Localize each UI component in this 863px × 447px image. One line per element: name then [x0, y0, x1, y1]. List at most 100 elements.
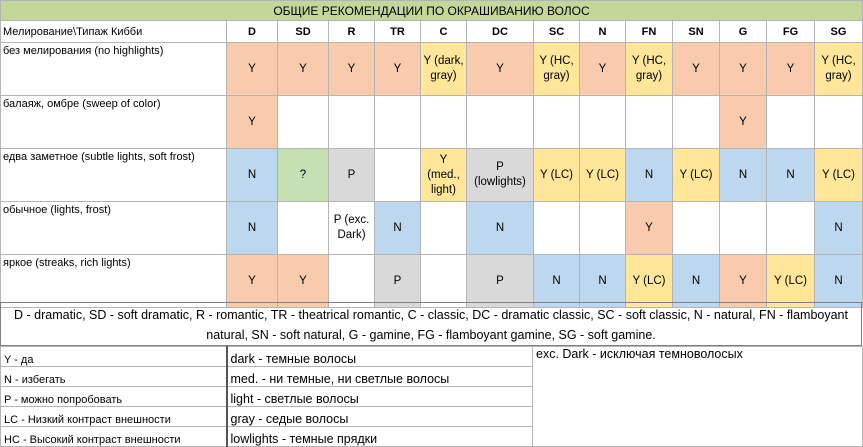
row-label: едва заметное (subtle lights, soft frost…: [0, 148, 227, 202]
table-cell: Y (LC): [625, 254, 673, 308]
table-cell: N: [625, 148, 673, 202]
legend-table: Y - да dark - темные волосы exc. Dark - …: [0, 346, 863, 447]
table-cell: [579, 95, 626, 149]
table-body: без мелирования (no highlights) Y Y Y Y Y (da…: [0, 42, 863, 308]
table-cell: Y (LC): [533, 148, 580, 202]
table-cell: N: [579, 254, 626, 308]
table-cell: Y (HC, gray): [625, 42, 673, 96]
table-cell: Y (LC): [814, 148, 863, 202]
table-cell: Y: [719, 42, 767, 96]
table-cell: [328, 95, 375, 149]
legend-term: dark - темные волосы: [225, 346, 533, 367]
table-cell: P (exc. Dark): [328, 201, 375, 255]
table-cell: [328, 254, 375, 308]
table-cell: [277, 95, 329, 149]
table-cell: Y: [226, 42, 278, 96]
table-cell: Y (dark, gray): [420, 42, 467, 96]
recommendation-table: ОБЩИЕ РЕКОМЕНДАЦИИ ПО ОКРАШИВАНИЮ ВОЛОС …: [0, 0, 863, 308]
legend-code: P - можно попробовать: [0, 386, 227, 407]
table-cell: Y (med., light): [420, 148, 467, 202]
column-header-dc: DC: [466, 20, 534, 43]
table-cell: Y: [277, 42, 329, 96]
table-cell: [672, 201, 720, 255]
table-cell: Y: [625, 201, 673, 255]
column-header-sd: SD: [277, 20, 329, 43]
table-cell: Y: [766, 42, 815, 96]
table-cell: N: [766, 148, 815, 202]
table-cell: [374, 148, 421, 202]
table-row: едва заметное (subtle lights, soft frost…: [0, 148, 863, 202]
table-cell: Y: [226, 95, 278, 149]
column-header-sc: SC: [533, 20, 580, 43]
corner-header: Мелирование\Типаж Кибби: [0, 20, 227, 43]
table-cell: Y: [719, 95, 767, 149]
table-cell: [766, 201, 815, 255]
table-cell: P: [328, 148, 375, 202]
table-cell: [533, 95, 580, 149]
table-cell: N: [374, 201, 421, 255]
table-row: без мелирования (no highlights) Y Y Y Y Y (da…: [0, 42, 863, 96]
column-header-d: D: [226, 20, 278, 43]
table-cell: Y (HC, gray): [533, 42, 580, 96]
column-header-fn: FN: [625, 20, 673, 43]
table-cell: N: [466, 201, 534, 255]
column-header-n: N: [579, 20, 626, 43]
table-cell: Y (LC): [766, 254, 815, 308]
table-cell: Y: [719, 254, 767, 308]
table-cell: [579, 201, 626, 255]
column-header-sn: SN: [672, 20, 720, 43]
table-cell: Y: [672, 42, 720, 96]
legend-extra: exc. Dark - исключая темноволосых: [532, 346, 863, 447]
legend-code: LC - Низкий контраст внешности: [0, 406, 227, 427]
legend-term: lowlights - темные прядки: [225, 426, 533, 447]
column-header-r: R: [328, 20, 375, 43]
table-cell: N: [719, 148, 767, 202]
table-cell: [374, 95, 421, 149]
table-row: обычное (lights, frost) N P (exc. Dark) N N Y…: [0, 201, 863, 255]
table-cell: N: [533, 254, 580, 308]
table-cell: Y (LC): [579, 148, 626, 202]
table-title: ОБЩИЕ РЕКОМЕНДАЦИИ ПО ОКРАШИВАНИЮ ВОЛОС: [0, 0, 863, 21]
table-cell: Y: [226, 254, 278, 308]
row-label: яркое (streaks, rich lights): [0, 254, 227, 308]
row-label: обычное (lights, frost): [0, 201, 227, 255]
table-cell: [420, 254, 467, 308]
table-row: балаяж, омбре (sweep of color) Y Y: [0, 95, 863, 149]
table-cell: [625, 95, 673, 149]
legend-term: light - светлые волосы: [225, 386, 533, 407]
column-header-sg: SG: [814, 20, 863, 43]
table-cell: [766, 95, 815, 149]
table-cell: N: [814, 201, 863, 255]
column-header-tr: TR: [374, 20, 421, 43]
table-cell: Y (HC, gray): [814, 42, 863, 96]
column-header-fg: FG: [766, 20, 815, 43]
header-row: Мелирование\Типаж Кибби D SD R TR C DC SC N FN SN…: [0, 20, 863, 43]
table-cell: [814, 95, 863, 149]
table-cell: [719, 201, 767, 255]
table-cell: P: [374, 254, 421, 308]
legend-code: N - избегать: [0, 366, 227, 387]
table-cell: Y: [277, 254, 329, 308]
column-header-g: G: [719, 20, 767, 43]
legend-term: gray - седые волосы: [225, 406, 533, 427]
abbreviations-note: D - dramatic, SD - soft dramatic, R - ro…: [0, 302, 862, 346]
table-row: яркое (streaks, rich lights) Y Y P P N N Y (LC)…: [0, 254, 863, 308]
table-cell: P: [466, 254, 534, 308]
table-cell: ?: [277, 148, 329, 202]
table-cell: P (lowlights): [466, 148, 534, 202]
table-cell: [533, 201, 580, 255]
table-cell: [466, 95, 534, 149]
table-cell: N: [672, 254, 720, 308]
column-header-c: C: [420, 20, 467, 43]
table-cell: [277, 201, 329, 255]
table-cell: [672, 95, 720, 149]
table-cell: Y (LC): [672, 148, 720, 202]
legend-term: med. - ни темные, ни светлые волосы: [225, 366, 533, 387]
row-label: балаяж, омбре (sweep of color): [0, 95, 227, 149]
table-cell: N: [226, 148, 278, 202]
table-cell: Y: [579, 42, 626, 96]
legend-code: Y - да: [0, 346, 227, 367]
table-cell: [420, 201, 467, 255]
table-cell: Y: [328, 42, 375, 96]
